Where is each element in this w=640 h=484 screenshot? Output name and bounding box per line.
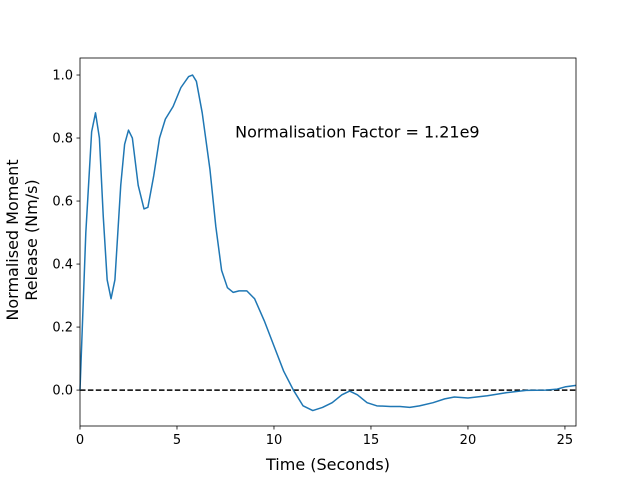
x-tick-label: 20 [460,433,477,448]
x-tick-label: 0 [76,433,84,448]
y-tick-label: 0.8 [52,132,73,147]
axes-frame [79,57,577,427]
y-tick-label: 0.6 [52,195,73,210]
y-axis-label: Release (Nm/s) [22,179,41,300]
x-tick-label: 5 [173,433,181,448]
y-tick-label: 1.0 [52,69,73,84]
x-tick-label: 15 [363,433,380,448]
data-line [79,74,577,412]
y-tick-label: 0.0 [52,384,73,399]
y-axis-label: Normalised Moment [3,159,22,320]
x-tick-label: 25 [557,433,574,448]
annotation: Normalisation Factor = 1.21e9 [235,123,479,142]
x-axis-label: Time (Seconds) [265,455,390,474]
x-tick-label: 10 [266,433,283,448]
y-tick-label: 0.4 [52,258,73,273]
y-tick-label: 0.2 [52,321,73,336]
